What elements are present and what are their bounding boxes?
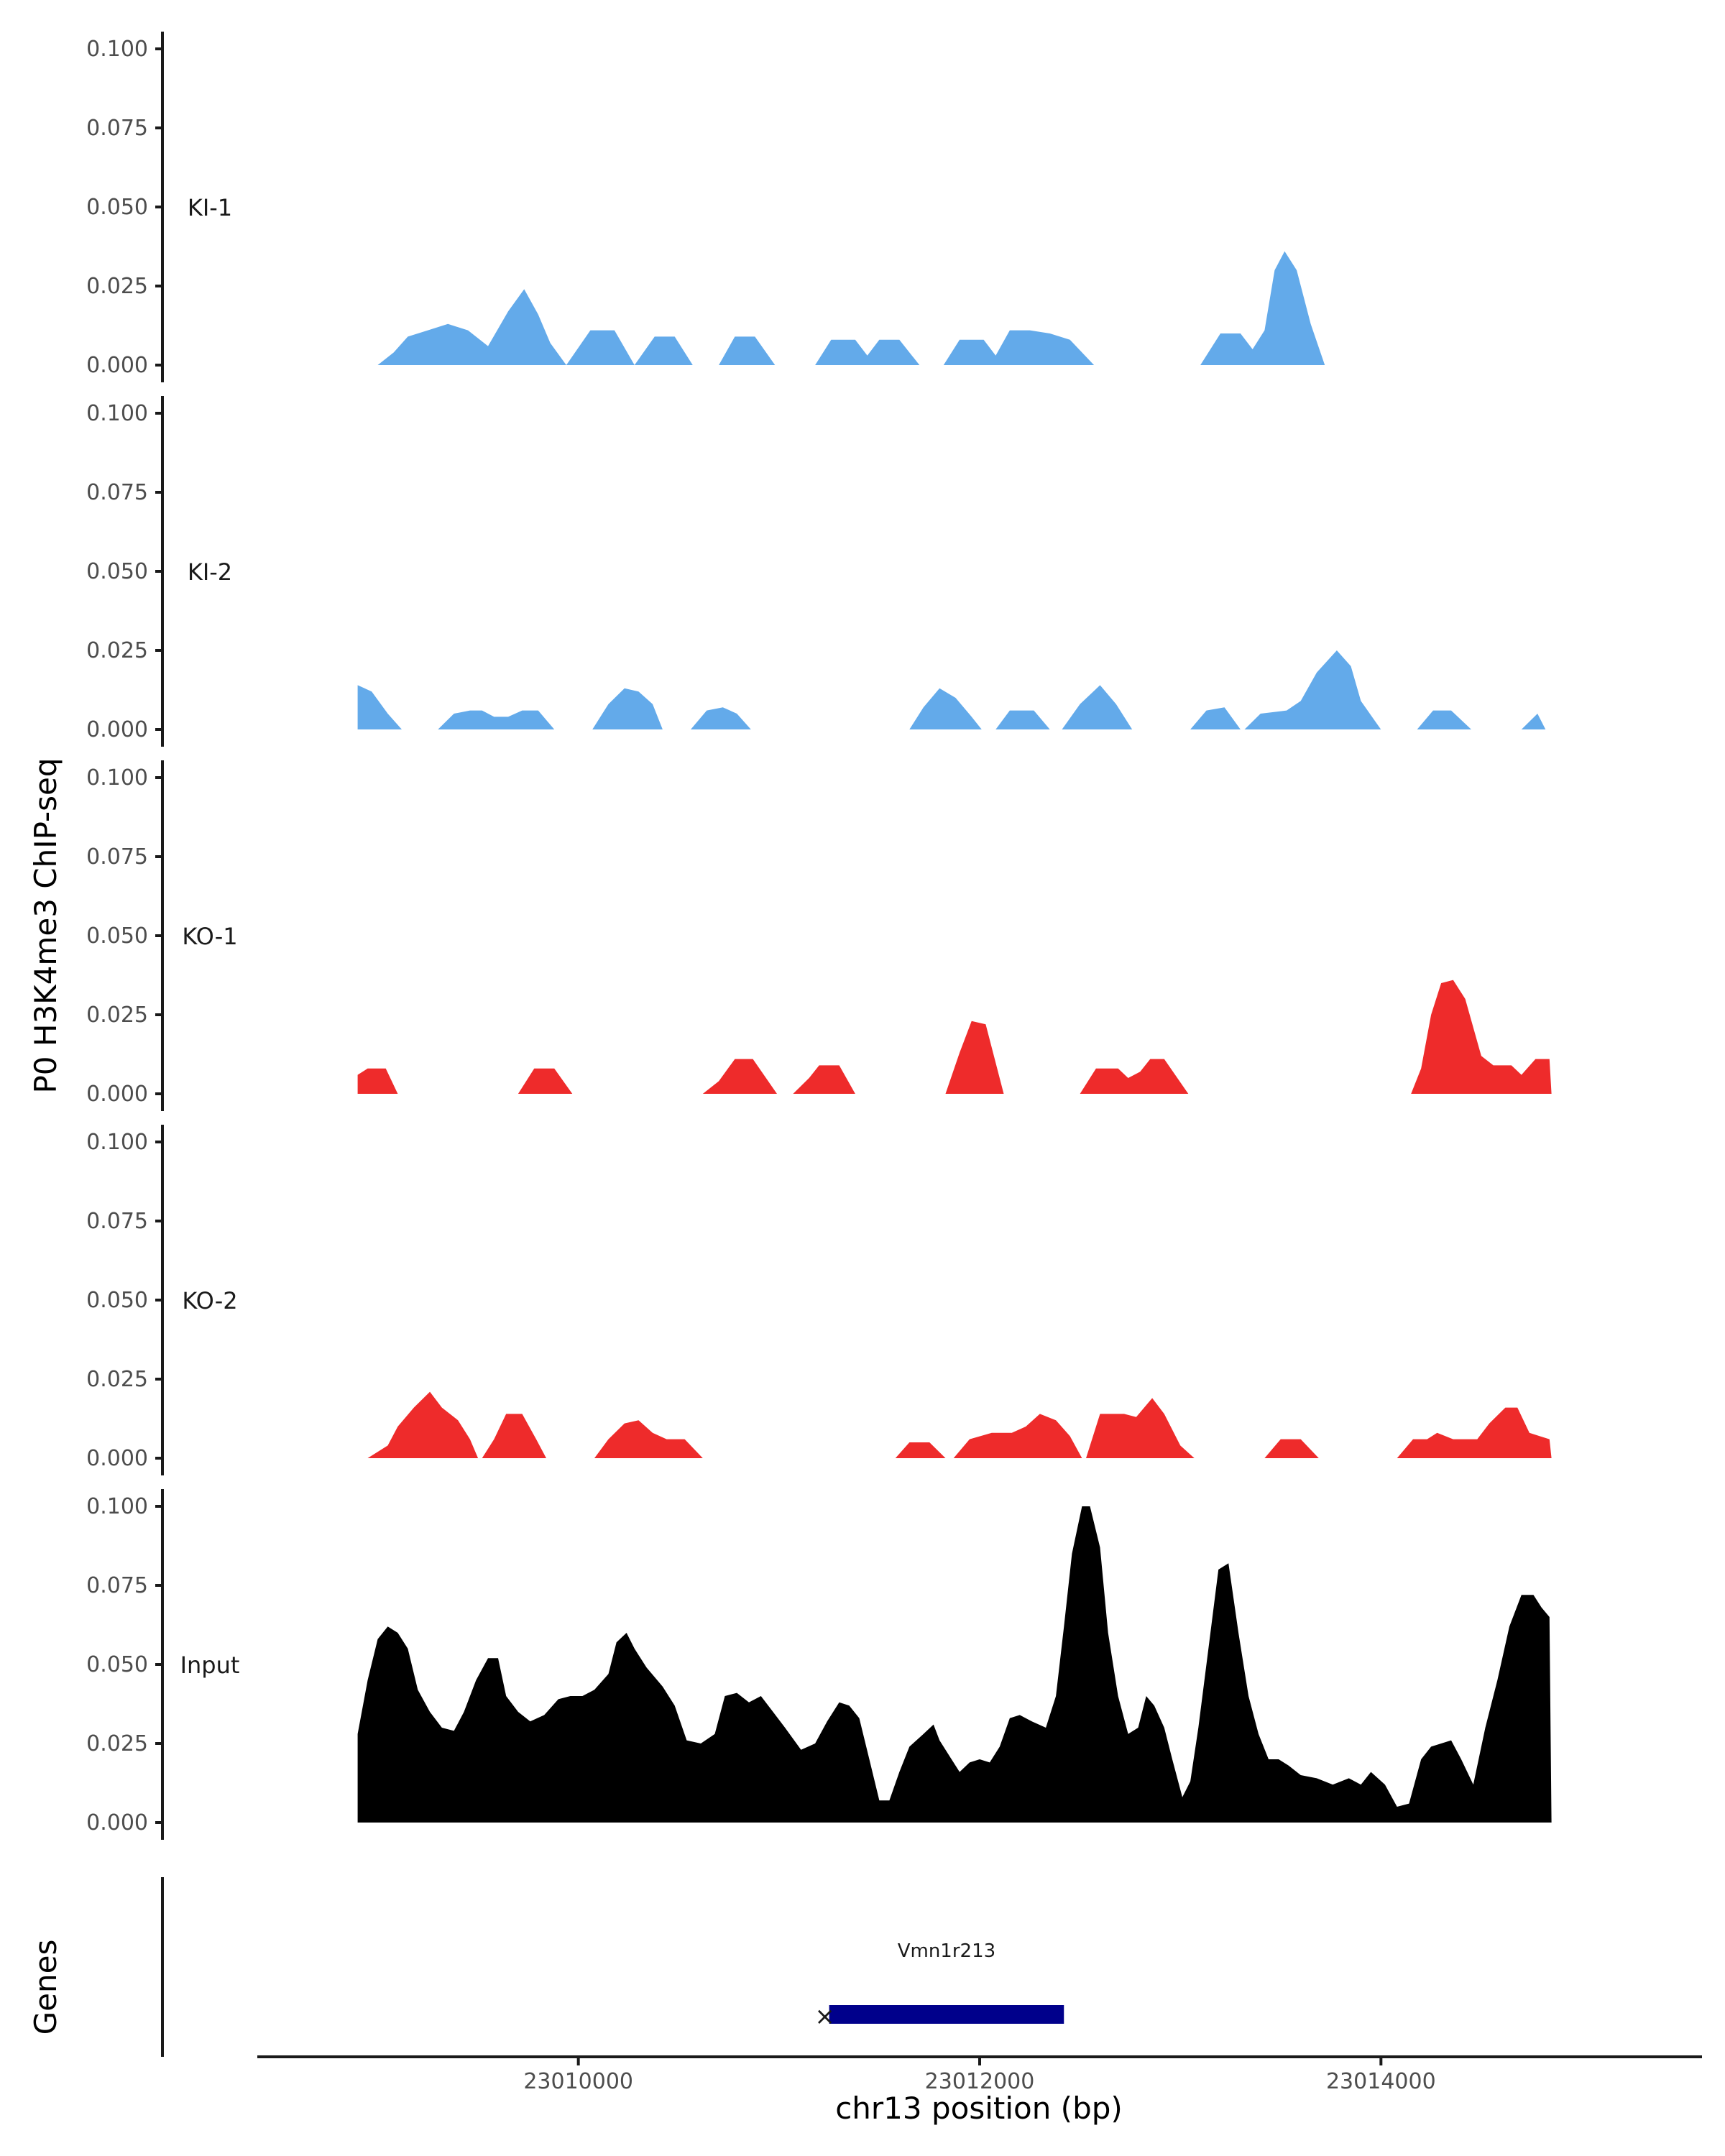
x-tick-label: 23010000	[523, 2069, 633, 2094]
y-tick-label: 0.100	[86, 765, 148, 791]
signal-area-ko-1	[357, 980, 1552, 1094]
y-tick-label: 0.075	[86, 1209, 148, 1234]
track-ko-1: 0.100 0.075 0.050 0.025 0.000 KO-1	[86, 760, 1552, 1111]
y-tick-label: 0.050	[86, 923, 148, 949]
y-tick-label: 0.000	[86, 1082, 148, 1107]
signal-area-ki-2	[357, 650, 1552, 729]
gene-vmn1r213: × Vmn1r213	[814, 1940, 1064, 2031]
y-tick-label: 0.025	[86, 1731, 148, 1756]
y-tick-label: 0.100	[86, 1494, 148, 1519]
track-label: KI-1	[188, 194, 232, 221]
y-tick-label: 0.000	[86, 717, 148, 742]
y-axis-title: P0 H3K4me3 ChIP-seq	[28, 757, 63, 1093]
genes-panel: × Vmn1r213	[161, 1877, 1064, 2057]
signal-area-ko-2	[367, 1391, 1552, 1458]
y-tick-label: 0.100	[86, 401, 148, 426]
genes-axis-title: Genes	[28, 1940, 63, 2035]
y-tick-label: 0.075	[86, 480, 148, 505]
y-tick-label: 0.000	[86, 353, 148, 378]
x-tick-label: 23012000	[925, 2069, 1035, 2094]
y-tick-label: 0.025	[86, 1003, 148, 1028]
track-ki-1: 0.100 0.075 0.050 0.025 0.000 KI-1	[86, 32, 1325, 382]
y-tick-label: 0.100	[86, 37, 148, 62]
gene-label: Vmn1r213	[898, 1940, 995, 1962]
y-tick-label: 0.050	[86, 1288, 148, 1313]
signal-area-input	[357, 1506, 1552, 1823]
x-tick-label: 23014000	[1326, 2069, 1436, 2094]
y-tick-label: 0.075	[86, 844, 148, 870]
y-tick-label: 0.025	[86, 638, 148, 663]
track-input: 0.100 0.075 0.050 0.025 0.000 Input	[86, 1489, 1552, 1840]
x-axis-title: chr13 position (bp)	[835, 2091, 1123, 2126]
y-tick-label: 0.000	[86, 1810, 148, 1835]
y-tick-label: 0.075	[86, 116, 148, 141]
y-tick-label: 0.000	[86, 1446, 148, 1471]
x-axis: 23010000 23012000 23014000	[257, 2055, 1702, 2094]
track-ki-2: 0.100 0.075 0.050 0.025 0.000 KI-2	[86, 396, 1552, 747]
gene-strand-marker: ×	[814, 2002, 835, 2031]
tracks-layer: 0.1000.0750.0500.0250.000KI-10.1000.0750…	[86, 32, 1552, 1840]
y-tick-label: 0.025	[86, 1367, 148, 1392]
track-label: KI-2	[188, 558, 232, 586]
y-tick-label: 0.100	[86, 1130, 148, 1155]
y-tick-label: 0.050	[86, 1652, 148, 1677]
track-label: KO-2	[182, 1287, 237, 1314]
gene-body	[829, 2005, 1064, 2024]
track-label: Input	[180, 1651, 240, 1679]
signal-area-ki-1	[377, 251, 1325, 365]
y-tick-label: 0.025	[86, 274, 148, 299]
y-tick-label: 0.050	[86, 559, 148, 584]
y-tick-label: 0.050	[86, 195, 148, 220]
y-tick-label: 0.075	[86, 1573, 148, 1598]
track-label: KO-1	[182, 923, 237, 950]
track-ko-2: 0.100 0.075 0.050 0.025 0.000 KO-2	[86, 1125, 1552, 1475]
